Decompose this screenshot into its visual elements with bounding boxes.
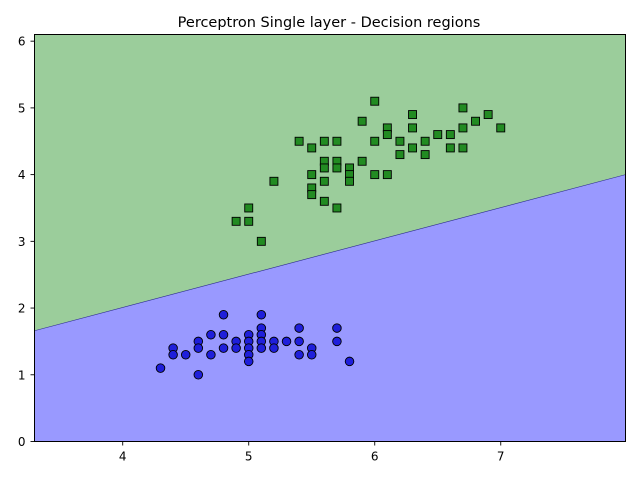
data-point-square (445, 130, 455, 140)
data-point-square (319, 136, 329, 146)
x-tick-label: 6 (371, 450, 379, 464)
data-point-square (307, 190, 317, 200)
y-tick-label: 0 (18, 435, 26, 449)
data-point-circle (306, 350, 317, 360)
data-point-square (458, 123, 468, 133)
data-point-circle (332, 336, 342, 347)
data-point-circle (256, 343, 267, 353)
data-point-square (471, 116, 480, 126)
plot-area: 4 5 6 7 0 1 2 3 4 5 6 (18, 34, 626, 464)
data-point-square (244, 203, 254, 213)
data-point-square (395, 136, 405, 146)
x-tick-label: 7 (497, 450, 505, 464)
data-point-square (370, 170, 380, 180)
region-lower (34, 174, 626, 442)
data-point-circle (180, 350, 191, 360)
data-point-square (370, 96, 380, 106)
data-point-square (408, 110, 417, 120)
data-point-circle (206, 329, 216, 340)
data-point-square (345, 176, 354, 186)
x-tick-label: 4 (119, 450, 127, 464)
data-point-circle (193, 370, 204, 380)
data-point-circle (294, 350, 304, 360)
data-point-square (231, 216, 241, 226)
data-point-square (332, 163, 342, 173)
data-point-square (357, 116, 367, 126)
data-point-circle (218, 343, 229, 353)
data-point-circle (256, 309, 267, 320)
data-point-circle (294, 336, 304, 347)
chart-title: Perceptron Single layer - Decision regio… (178, 15, 481, 31)
data-point-square (420, 150, 430, 160)
data-point-square (433, 130, 443, 140)
axes-frame (34, 34, 626, 442)
data-point-square (458, 103, 468, 113)
data-point-square (244, 216, 254, 226)
data-point-square (319, 176, 329, 186)
x-tick-label: 5 (245, 450, 253, 464)
data-point-circle (281, 336, 292, 347)
data-point-circle (269, 343, 279, 353)
data-point-square (269, 176, 279, 186)
data-point-circle (193, 343, 204, 353)
data-point-square (408, 143, 417, 153)
data-point-square (496, 123, 506, 133)
y-tick-label: 3 (18, 235, 26, 249)
data-point-square (420, 136, 430, 146)
data-point-circle (155, 363, 166, 373)
data-point-circle (218, 309, 229, 320)
data-point-circle (231, 343, 241, 353)
data-point-square (319, 163, 329, 173)
y-tick-label: 4 (18, 168, 26, 182)
series-1 (155, 309, 355, 380)
data-point-square (294, 136, 304, 146)
data-point-square (319, 196, 329, 206)
data-point-square (445, 143, 455, 153)
data-point-square (395, 150, 405, 160)
data-point-square (408, 123, 417, 133)
data-point-square (382, 130, 392, 140)
data-point-circle (218, 329, 229, 340)
y-tick-label: 2 (18, 302, 26, 316)
y-tick-label: 6 (18, 35, 26, 49)
data-point-circle (243, 356, 254, 367)
decision-boundary (34, 174, 626, 332)
data-point-square (332, 203, 342, 213)
data-point-square (332, 136, 342, 146)
y-tick-label: 5 (18, 101, 26, 115)
data-point-square (307, 170, 317, 180)
data-point-square (370, 136, 380, 146)
data-point-circle (294, 323, 304, 333)
data-point-square (256, 236, 266, 246)
data-point-circle (344, 356, 355, 367)
data-point-square (458, 143, 468, 153)
y-tick-label: 1 (18, 368, 26, 382)
data-point-square (382, 170, 392, 180)
data-point-square (307, 143, 317, 153)
series-2 (231, 96, 506, 246)
data-point-circle (332, 323, 342, 333)
data-point-square (483, 110, 493, 120)
data-point-square (357, 156, 367, 166)
region-upper (34, 34, 626, 331)
data-point-circle (206, 350, 216, 360)
data-point-circle (168, 350, 178, 360)
